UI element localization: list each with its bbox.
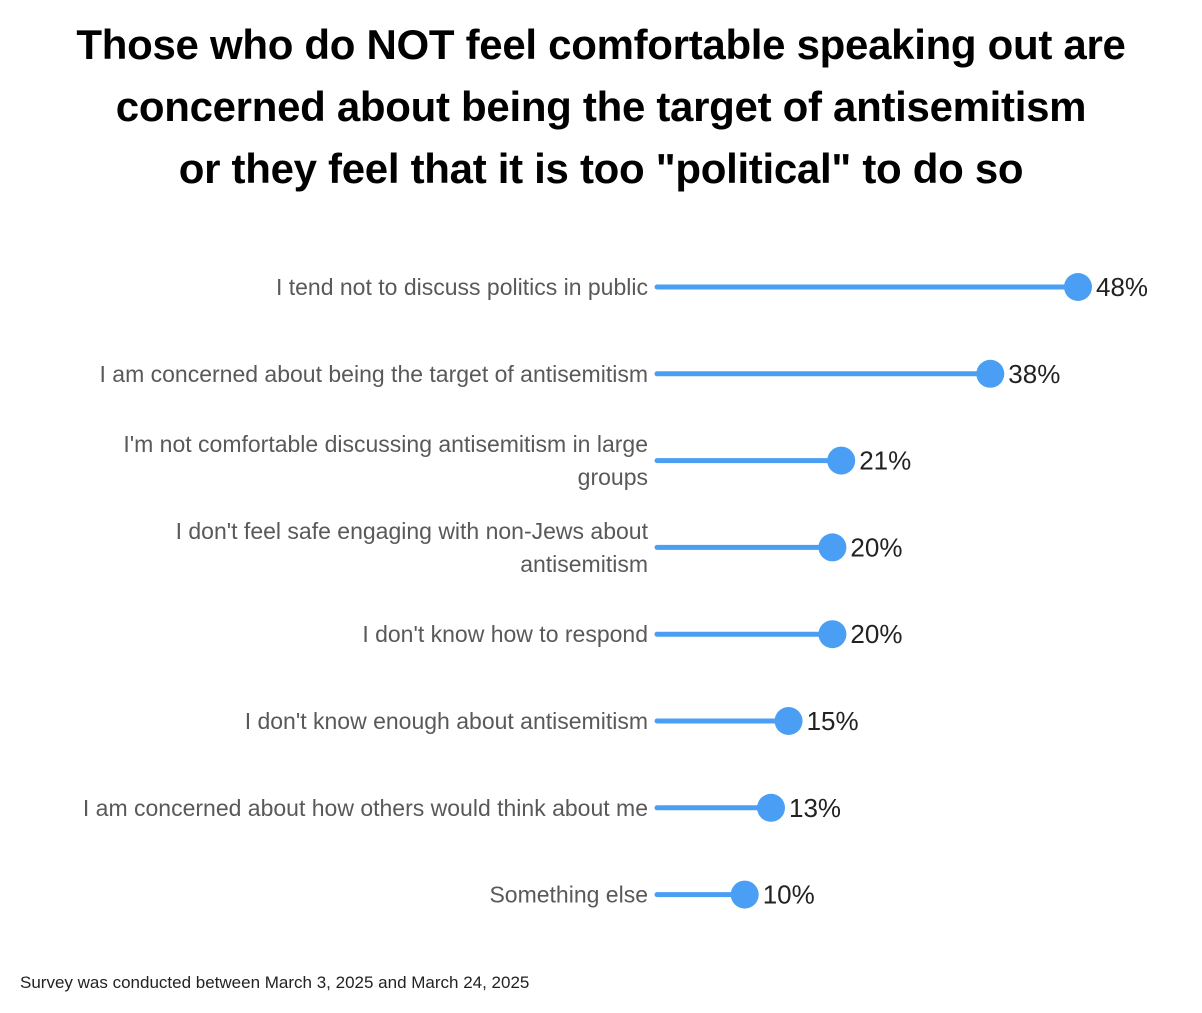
footnote: Survey was conducted between March 3, 20…: [20, 973, 530, 992]
chart-title-line: Those who do NOT feel comfortable speaki…: [76, 21, 1126, 68]
value-label: 10%: [763, 880, 815, 910]
lollipop-dot: [1064, 273, 1092, 301]
category-label: I'm not comfortable discussing antisemit…: [123, 431, 648, 457]
value-label: 15%: [807, 706, 859, 736]
lollipop-dot: [818, 533, 847, 562]
category-label: I tend not to discuss politics in public: [276, 274, 648, 300]
chart-title-line: or they feel that it is too "political" …: [178, 145, 1024, 192]
category-label: I don't know how to respond: [362, 621, 648, 647]
lollipop-dot: [730, 880, 759, 909]
value-label: 48%: [1096, 272, 1148, 302]
lollipop-dot: [757, 793, 786, 822]
value-label: 20%: [850, 532, 902, 562]
value-label: 13%: [789, 793, 841, 823]
category-label: I am concerned about being the target of…: [100, 361, 648, 387]
category-label: I don't know enough about antisemitism: [245, 708, 648, 734]
value-label: 38%: [1008, 359, 1060, 389]
category-label: Something else: [489, 882, 648, 908]
value-label: 21%: [859, 446, 911, 476]
category-label: groups: [578, 464, 648, 490]
category-label: antisemitism: [520, 551, 648, 577]
chart-title: Those who do NOT feel comfortable speaki…: [10, 14, 1192, 200]
lollipop-dot: [976, 359, 1005, 388]
lollipop-dot: [774, 707, 803, 735]
value-label: 20%: [850, 619, 902, 649]
lollipop-dot: [818, 620, 847, 649]
category-label: I don't feel safe engaging with non-Jews…: [176, 518, 649, 544]
category-label: I am concerned about how others would th…: [83, 795, 648, 821]
chart-title-line: concerned about being the target of anti…: [115, 83, 1087, 130]
lollipop-dot: [827, 446, 856, 475]
